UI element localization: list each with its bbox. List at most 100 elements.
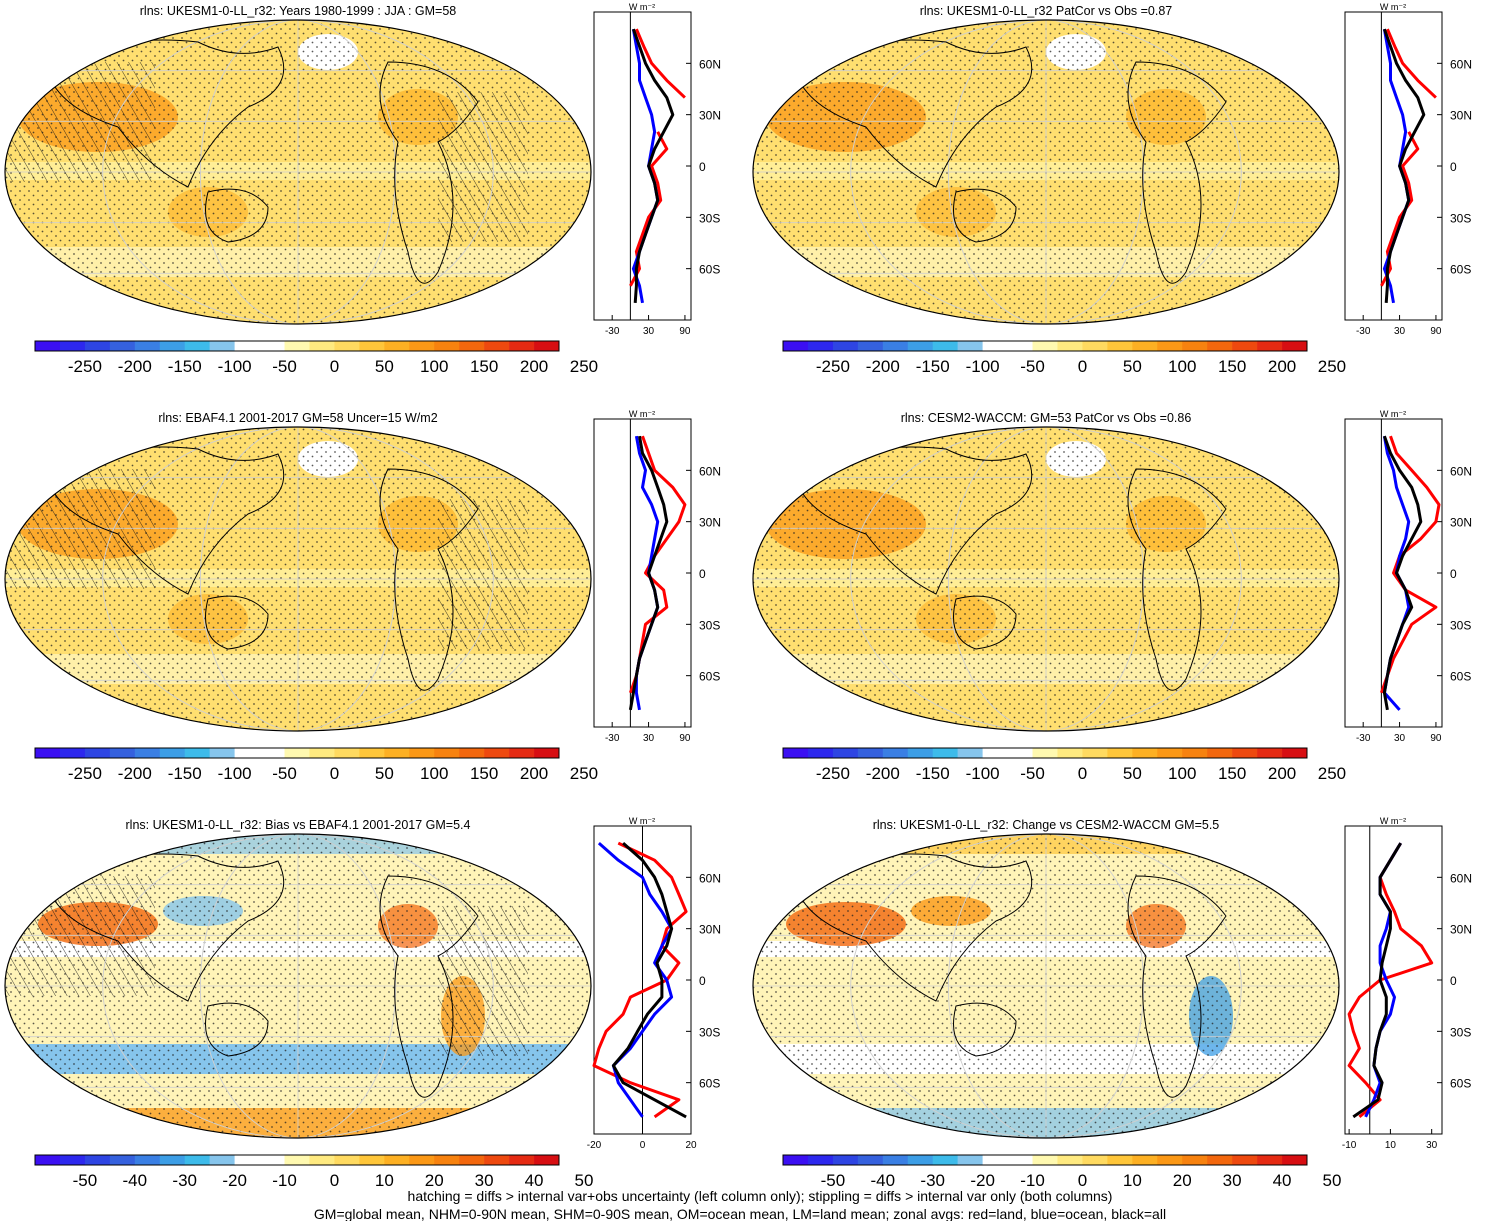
colorbar-swatch <box>1032 748 1058 758</box>
map-field <box>753 427 1339 731</box>
panel-5: rlns: UKESM1-0-LL_r32: Bias vs EBAF4.1 2… <box>4 816 721 1190</box>
colorbar-tick-label: -20 <box>970 1171 995 1190</box>
map-border <box>752 426 1340 732</box>
colorbar-tick-label: -50 <box>1020 764 1045 783</box>
colorbar-tick-label: -50 <box>73 1171 98 1190</box>
zonal-series-all <box>1352 842 1402 1119</box>
colorbar-swatch <box>832 1155 859 1165</box>
colorbar-swatch <box>857 748 884 758</box>
colorbar-tick-label: 50 <box>574 1171 593 1190</box>
colorbar-tick-label: 30 <box>475 1171 494 1190</box>
colorbar-tick-label: 250 <box>1318 764 1346 783</box>
colorbar-border <box>34 340 560 352</box>
colorbar-tick-label: 200 <box>1268 764 1296 783</box>
colorbar-tick-label: 100 <box>420 357 448 376</box>
colorbar-tick-label: -50 <box>1020 357 1045 376</box>
map-border <box>4 19 592 325</box>
colorbar-tick-label: 40 <box>525 1171 544 1190</box>
colorbar-swatch <box>59 341 86 351</box>
colorbar-tick-label: -200 <box>118 357 152 376</box>
lat-tick-label: 30S <box>1450 211 1471 225</box>
map-field <box>753 834 1339 1138</box>
colorbar-swatch <box>932 341 958 351</box>
colorbar-tick-label: -20 <box>222 1171 247 1190</box>
colorbar-swatch <box>84 341 111 351</box>
colorbar-swatch <box>807 1155 834 1165</box>
colorbar-swatch <box>284 341 310 351</box>
colorbar-swatch <box>1207 1155 1233 1165</box>
colorbar-tick-label: -10 <box>272 1171 297 1190</box>
x-tick-label: -30 <box>1356 733 1371 744</box>
colorbar-tick-label: 40 <box>1273 1171 1292 1190</box>
colorbar-tick-label: -150 <box>916 357 950 376</box>
colorbar-tick-label: 150 <box>470 764 498 783</box>
colorbar-swatch <box>109 1155 136 1165</box>
colorbar-tick-label: -50 <box>272 764 297 783</box>
colorbar-tick-label: -200 <box>866 357 900 376</box>
colorbar-tick-label: 200 <box>520 764 548 783</box>
colorbar-swatch <box>209 341 235 351</box>
colorbar-swatch <box>209 748 235 758</box>
colorbar-swatch <box>932 1155 958 1165</box>
colorbar-swatch <box>159 748 186 758</box>
coastline <box>47 853 285 1002</box>
colorbar-swatch <box>134 748 161 758</box>
colorbar-swatch <box>509 748 535 758</box>
coastline <box>953 188 1017 243</box>
lat-tick-label: 60S <box>1450 670 1471 684</box>
colorbar-swatch <box>35 341 61 351</box>
colorbar-border <box>782 747 1308 759</box>
coastline <box>379 875 479 1098</box>
colorbar-swatch <box>957 748 983 758</box>
colorbar-tick-label: 100 <box>1168 764 1196 783</box>
map-border <box>752 833 1340 1139</box>
lat-tick-label: 30N <box>699 923 721 937</box>
colorbar-tick-label: -40 <box>871 1171 896 1190</box>
zonal-unit-label: W m⁻² <box>1380 409 1406 419</box>
lat-tick-label: 30N <box>1450 923 1472 937</box>
colorbar-swatch <box>259 748 285 758</box>
colorbar-swatch <box>907 341 934 351</box>
colorbar-tick-label: -150 <box>168 357 202 376</box>
panel-title: rlns: UKESM1-0-LL_r32: Bias vs EBAF4.1 2… <box>126 818 471 832</box>
colorbar-tick-label: -200 <box>866 764 900 783</box>
colorbar-swatch <box>284 748 310 758</box>
colorbar-swatch <box>409 1155 435 1165</box>
colorbar-swatch <box>334 748 360 758</box>
colorbar-swatch <box>509 341 535 351</box>
colorbar-swatch <box>1157 1155 1183 1165</box>
x-tick-label: 0 <box>640 1140 646 1151</box>
zonal-unit-label: W m⁻² <box>1380 816 1406 826</box>
colorbar-swatch <box>982 341 1008 351</box>
colorbar-swatch <box>1082 341 1108 351</box>
zonal-unit-label: W m⁻² <box>629 409 655 419</box>
colorbar-border <box>782 340 1308 352</box>
lat-tick-label: 30S <box>1450 618 1471 632</box>
colorbar-swatch <box>1282 341 1308 351</box>
panel-title: rlns: CESM2-WACCM: GM=53 PatCor vs Obs =… <box>901 411 1192 425</box>
x-tick-label: 90 <box>1430 733 1442 744</box>
map-field <box>5 427 591 731</box>
colorbar-tick-label: -250 <box>816 357 850 376</box>
lat-tick-label: 60N <box>699 871 721 885</box>
colorbar-tick-label: -150 <box>916 764 950 783</box>
colorbar-swatch <box>234 1155 260 1165</box>
colorbar-swatch <box>534 341 560 351</box>
colorbar-border <box>34 747 560 759</box>
coastline <box>795 39 1033 188</box>
colorbar-swatch <box>384 341 410 351</box>
colorbar-tick-label: 50 <box>375 357 394 376</box>
colorbar-tick-label: -250 <box>68 357 102 376</box>
colorbar-swatch <box>932 748 958 758</box>
colorbar-tick-label: 10 <box>1123 1171 1142 1190</box>
colorbar-swatch <box>59 748 86 758</box>
colorbar-swatch <box>1182 748 1208 758</box>
colorbar-swatch <box>1132 748 1158 758</box>
colorbar-swatch <box>1182 1155 1208 1165</box>
panel-title: rlns: UKESM1-0-LL_r32: Years 1980-1999 :… <box>140 4 457 18</box>
colorbar-swatch <box>1057 748 1083 758</box>
colorbar-swatch <box>1157 748 1183 758</box>
lat-tick-label: 0 <box>1450 974 1457 988</box>
x-tick-label: 30 <box>1394 326 1406 337</box>
colorbar-swatch <box>1257 341 1283 351</box>
